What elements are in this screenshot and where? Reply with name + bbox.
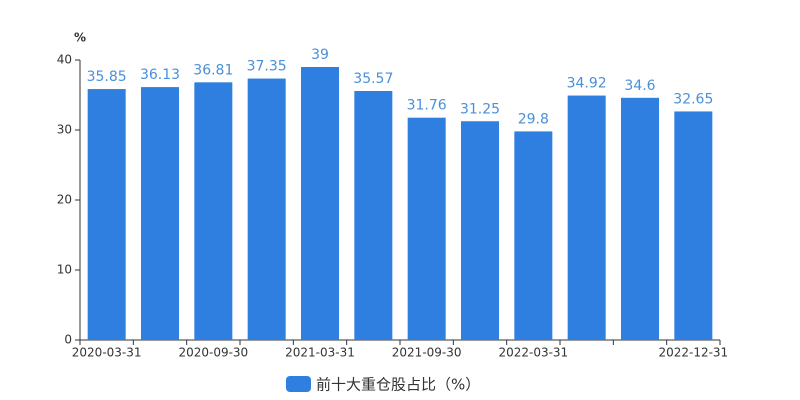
x-tick-label: 2020-03-31 (72, 346, 142, 360)
x-tick-label: 2022-03-31 (498, 346, 568, 360)
value-label: 34.92 (567, 76, 607, 92)
value-label: 31.25 (460, 101, 500, 117)
bar (354, 91, 393, 340)
legend-label: 前十大重仓股占比（%） (316, 376, 480, 394)
bar (407, 117, 446, 341)
x-tick-label: 2022-12-31 (658, 346, 728, 360)
bar (301, 67, 339, 340)
bar (461, 121, 499, 340)
value-label: 39 (311, 47, 329, 63)
bar (141, 87, 179, 340)
value-label: 34.6 (624, 78, 655, 94)
bar (514, 131, 553, 340)
x-tick-label: 2021-09-30 (392, 346, 462, 360)
x-tick-label: 2021-03-31 (285, 346, 355, 360)
y-unit: % (74, 31, 86, 45)
y-tick-label: 20 (57, 193, 72, 207)
bar (567, 95, 606, 340)
value-label: 35.85 (87, 69, 127, 85)
bar (194, 82, 233, 340)
value-label: 36.13 (140, 67, 180, 83)
value-label: 35.57 (353, 71, 393, 87)
y-tick-label: 10 (57, 263, 72, 277)
bar (87, 89, 126, 340)
value-label: 29.8 (518, 111, 549, 127)
value-label: 37.35 (247, 59, 287, 75)
value-label: 36.81 (193, 62, 233, 78)
bar (674, 111, 713, 340)
y-tick-label: 30 (57, 123, 72, 137)
bar (247, 78, 286, 341)
value-label: 32.65 (673, 91, 713, 107)
value-label: 31.76 (407, 98, 447, 114)
legend-swatch (286, 376, 311, 392)
x-tick-label: 2020-09-30 (178, 346, 248, 360)
y-tick-label: 40 (57, 53, 72, 67)
bar (621, 97, 659, 340)
y-tick-label: 0 (64, 333, 72, 347)
